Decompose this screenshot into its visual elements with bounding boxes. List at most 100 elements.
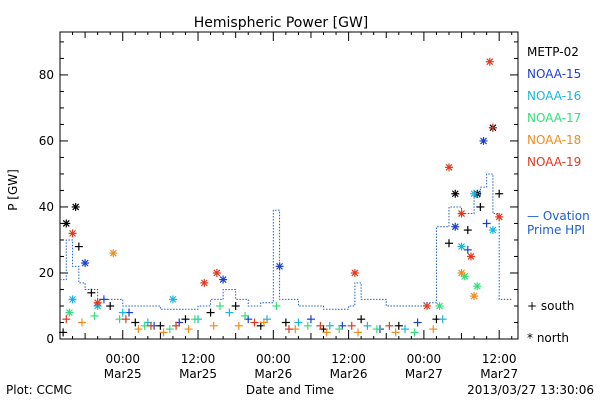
noaa-15-north-point bbox=[81, 259, 90, 268]
noaa-17-south-point bbox=[215, 301, 224, 310]
noaa-15-north-point bbox=[451, 222, 460, 231]
noaa-17-south-point bbox=[190, 315, 199, 324]
noaa-19-north-point bbox=[466, 252, 475, 261]
noaa-19-south-point bbox=[285, 325, 293, 334]
noaa-19-north-point bbox=[212, 268, 221, 277]
noaa-18-south-point bbox=[391, 328, 400, 337]
plot-frame bbox=[59, 31, 519, 340]
metp-02-south-point bbox=[131, 318, 140, 327]
y-tick-label: 20 bbox=[39, 266, 54, 280]
metp-02-south-point bbox=[74, 242, 83, 251]
x-axis-label: Date and Time bbox=[246, 383, 334, 397]
noaa-19-south-point bbox=[121, 315, 130, 324]
metp-02-south-point bbox=[106, 301, 115, 310]
noaa-18-south-point bbox=[134, 325, 143, 334]
noaa-15-north-point bbox=[219, 275, 228, 284]
noaa-16-south-point bbox=[325, 321, 334, 330]
metp-02-south-point bbox=[394, 321, 403, 330]
metp-02-south-point bbox=[495, 189, 504, 198]
noaa-19-south-point bbox=[62, 315, 71, 324]
legend-noaa19: NOAA-19 bbox=[527, 155, 581, 169]
noaa-17-south-point bbox=[372, 325, 381, 334]
x-tick-label-date: Mar25 bbox=[104, 367, 142, 381]
metp-02-north-point bbox=[451, 189, 460, 198]
metp-02-south-point bbox=[231, 301, 240, 310]
noaa-16-north-point bbox=[470, 189, 479, 198]
x-tick-label-date: Mar26 bbox=[254, 367, 292, 381]
noaa-19-south-point bbox=[347, 321, 356, 330]
noaa-19-south-point bbox=[488, 123, 497, 132]
x-tick-label-time: 12:00 bbox=[482, 352, 517, 366]
noaa-17-north-point bbox=[435, 301, 444, 310]
noaa-19-north-point bbox=[444, 163, 453, 172]
noaa-19-north-point bbox=[495, 212, 504, 221]
noaa-18-north-point bbox=[470, 292, 479, 301]
legend-ovation-line2: Prime HPI bbox=[527, 223, 585, 237]
noaa-19-south-point bbox=[385, 321, 394, 330]
metp-02-south-point bbox=[206, 308, 215, 317]
y-tick-label: 40 bbox=[39, 200, 54, 214]
noaa-19-south-point bbox=[250, 318, 259, 327]
metp-02-south-point bbox=[87, 288, 96, 297]
footer-timestamp: 2013/03/27 13:30:06 bbox=[467, 383, 594, 397]
y-tick-label: 60 bbox=[39, 134, 54, 148]
y-axis: 0 20 40 60 80 bbox=[39, 41, 518, 346]
noaa-19-north-point bbox=[350, 268, 359, 277]
metp-02-south-point bbox=[181, 315, 190, 324]
metp-02-south-point bbox=[463, 226, 472, 235]
noaa-18-south-point bbox=[77, 318, 86, 327]
metp-02-north-point bbox=[71, 202, 80, 211]
x-tick-label-time: 00:00 bbox=[105, 352, 140, 366]
noaa-17-south-point bbox=[272, 301, 281, 310]
noaa-17-north-point bbox=[473, 282, 482, 291]
metp-02-south-point bbox=[476, 202, 485, 211]
noaa-18-north-point bbox=[109, 249, 118, 258]
x-tick-label-date: Mar26 bbox=[330, 367, 368, 381]
footer-credit: Plot: CCMC bbox=[6, 383, 72, 397]
noaa-17-north-point bbox=[65, 308, 74, 317]
noaa-19-north-point bbox=[485, 57, 494, 66]
legend-noaa17: NOAA-17 bbox=[527, 111, 581, 125]
x-tick-label-date: Mar27 bbox=[480, 367, 518, 381]
noaa-17-south-point bbox=[241, 311, 250, 320]
noaa-16-south-point bbox=[401, 325, 410, 334]
noaa-18-south-point bbox=[429, 325, 438, 334]
ovation-hpi-line bbox=[60, 173, 512, 310]
x-tick-label-time: 00:00 bbox=[407, 352, 442, 366]
noaa-15-north-point bbox=[479, 136, 488, 145]
noaa-17-south-point bbox=[335, 325, 344, 334]
noaa-15-south-point bbox=[482, 219, 491, 228]
y-tick-label: 80 bbox=[39, 68, 54, 82]
noaa-17-south-point bbox=[90, 311, 99, 320]
noaa-16-north-point bbox=[488, 226, 497, 235]
noaa-17-south-point bbox=[165, 325, 174, 334]
noaa-19-north-point bbox=[457, 209, 466, 218]
legend-noaa15: NOAA-15 bbox=[527, 67, 581, 81]
noaa-19-north-point bbox=[68, 229, 77, 238]
metp-02-south-point bbox=[281, 318, 290, 327]
noaa-15-south-point bbox=[99, 295, 108, 304]
legend-noaa16: NOAA-16 bbox=[527, 89, 581, 103]
legend-south: + south bbox=[527, 299, 574, 313]
legend-noaa18: NOAA-18 bbox=[527, 133, 581, 147]
noaa-16-north-point bbox=[68, 295, 77, 304]
noaa-15-south-point bbox=[413, 318, 422, 327]
noaa-19-north-point bbox=[200, 278, 209, 287]
noaa-15-south-point bbox=[306, 315, 315, 324]
noaa-19-north-point bbox=[93, 298, 102, 307]
metp-02-south-point bbox=[59, 328, 68, 337]
x-axis: 00:00Mar2512:00Mar2500:00Mar2612:00Mar26… bbox=[59, 32, 518, 381]
noaa-19-south-point bbox=[172, 321, 181, 330]
metp-02-south-point bbox=[357, 315, 366, 324]
y-tick-label: 0 bbox=[46, 332, 54, 346]
noaa-18-south-point bbox=[209, 321, 218, 330]
noaa-18-south-point bbox=[259, 318, 268, 327]
noaa-19-south-point bbox=[316, 321, 325, 330]
noaa-18-south-point bbox=[234, 321, 243, 330]
x-tick-label-time: 12:00 bbox=[331, 352, 366, 366]
noaa-18-south-point bbox=[159, 328, 168, 337]
x-tick-label-date: Mar27 bbox=[405, 367, 443, 381]
noaa-19-south-point bbox=[146, 321, 155, 330]
y-axis-label: P [GW] bbox=[6, 169, 20, 211]
